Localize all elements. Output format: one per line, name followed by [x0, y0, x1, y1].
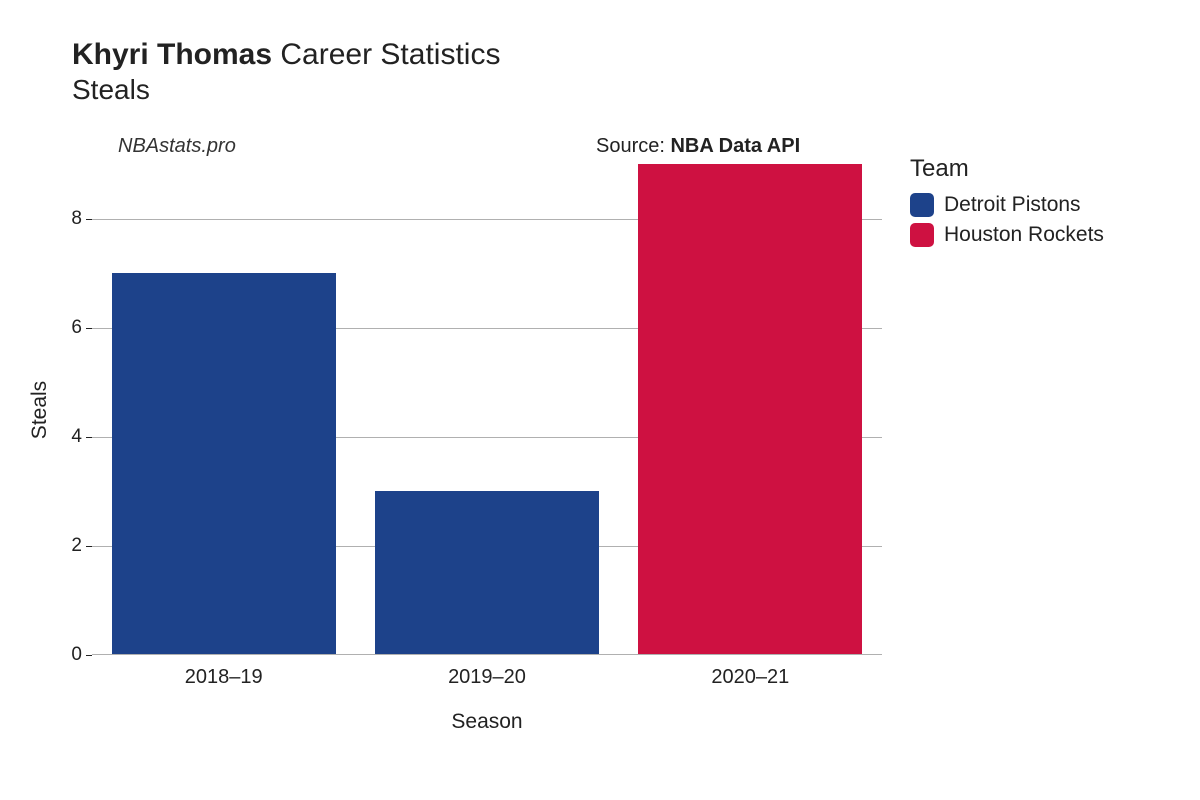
bar — [375, 491, 599, 654]
legend-label: Houston Rockets — [944, 223, 1104, 247]
watermark-text: NBAstats.pro — [118, 135, 236, 158]
source-prefix: Source: — [596, 135, 670, 157]
legend-item: Houston Rockets — [910, 223, 1104, 247]
title-suffix: Career Statistics — [272, 38, 500, 71]
chart-title-line1: Khyri Thomas Career Statistics — [72, 36, 500, 74]
y-tick-label: 0 — [71, 644, 92, 666]
y-tick-label: 4 — [71, 426, 92, 448]
chart-title-line2: Steals — [72, 74, 500, 106]
player-name: Khyri Thomas — [72, 38, 272, 71]
x-axis-title: Season — [451, 710, 522, 734]
y-tick-label: 2 — [71, 535, 92, 557]
x-tick-label: 2020–21 — [711, 654, 789, 689]
legend-swatch — [910, 193, 934, 217]
legend-title: Team — [910, 155, 1104, 183]
plot-area: 024682018–192019–202020–21 — [92, 165, 882, 655]
legend: Team Detroit Pistons Houston Rockets — [910, 155, 1104, 247]
bar — [112, 273, 336, 654]
chart-title-block: Khyri Thomas Career Statistics Steals — [72, 36, 500, 106]
legend-item: Detroit Pistons — [910, 193, 1104, 217]
legend-label: Detroit Pistons — [944, 193, 1081, 217]
bar — [638, 164, 862, 654]
legend-swatch — [910, 223, 934, 247]
y-tick-label: 8 — [71, 208, 92, 230]
chart-container: Khyri Thomas Career Statistics Steals NB… — [0, 0, 1200, 800]
source-name: NBA Data API — [670, 135, 800, 157]
source-attribution: Source: NBA Data API — [596, 135, 800, 158]
x-tick-label: 2019–20 — [448, 654, 526, 689]
y-tick-label: 6 — [71, 317, 92, 339]
y-axis-title: Steals — [28, 381, 52, 439]
x-tick-label: 2018–19 — [185, 654, 263, 689]
